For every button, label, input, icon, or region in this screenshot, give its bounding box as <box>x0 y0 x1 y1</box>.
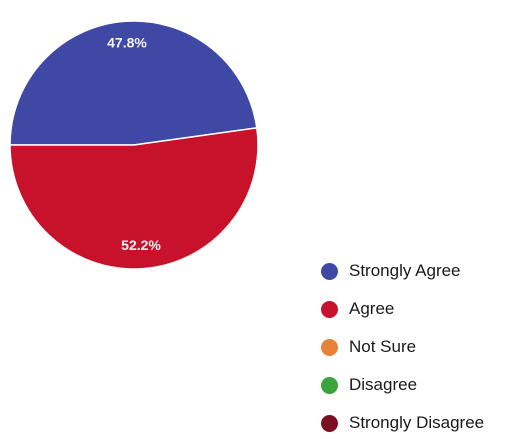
pie-slice-strongly-agree <box>9 20 258 146</box>
legend-swatch-not-sure <box>321 338 338 356</box>
legend-label-strongly-agree: Strongly Agree <box>349 261 461 280</box>
slice-label-agree: 52.2% <box>121 237 161 253</box>
legend-label-agree: Agree <box>349 299 395 318</box>
slice-label-strongly-agree: 47.8% <box>107 34 147 50</box>
pie-chart: 47.8% 52.2% <box>9 20 259 270</box>
legend-item-disagree: Disagree <box>321 366 507 404</box>
legend-item-not-sure: Not Sure <box>321 328 507 366</box>
legend-swatch-strongly-agree <box>321 262 338 280</box>
legend-label-disagree: Disagree <box>349 375 418 394</box>
legend-swatch-strongly-disagree <box>321 414 338 432</box>
chart-legend: Strongly Agree Agree Not Sure Disagree S… <box>321 252 507 439</box>
pie-slice-agree <box>9 127 259 270</box>
legend-label-not-sure: Not Sure <box>349 337 417 356</box>
legend-swatch-disagree <box>321 376 338 394</box>
legend-label-strongly-disagree: Strongly Disagree <box>349 413 485 432</box>
legend-item-strongly-agree: Strongly Agree <box>321 252 507 290</box>
legend-item-strongly-disagree: Strongly Disagree <box>321 404 507 439</box>
legend-swatch-agree <box>321 300 338 318</box>
legend-item-agree: Agree <box>321 290 507 328</box>
